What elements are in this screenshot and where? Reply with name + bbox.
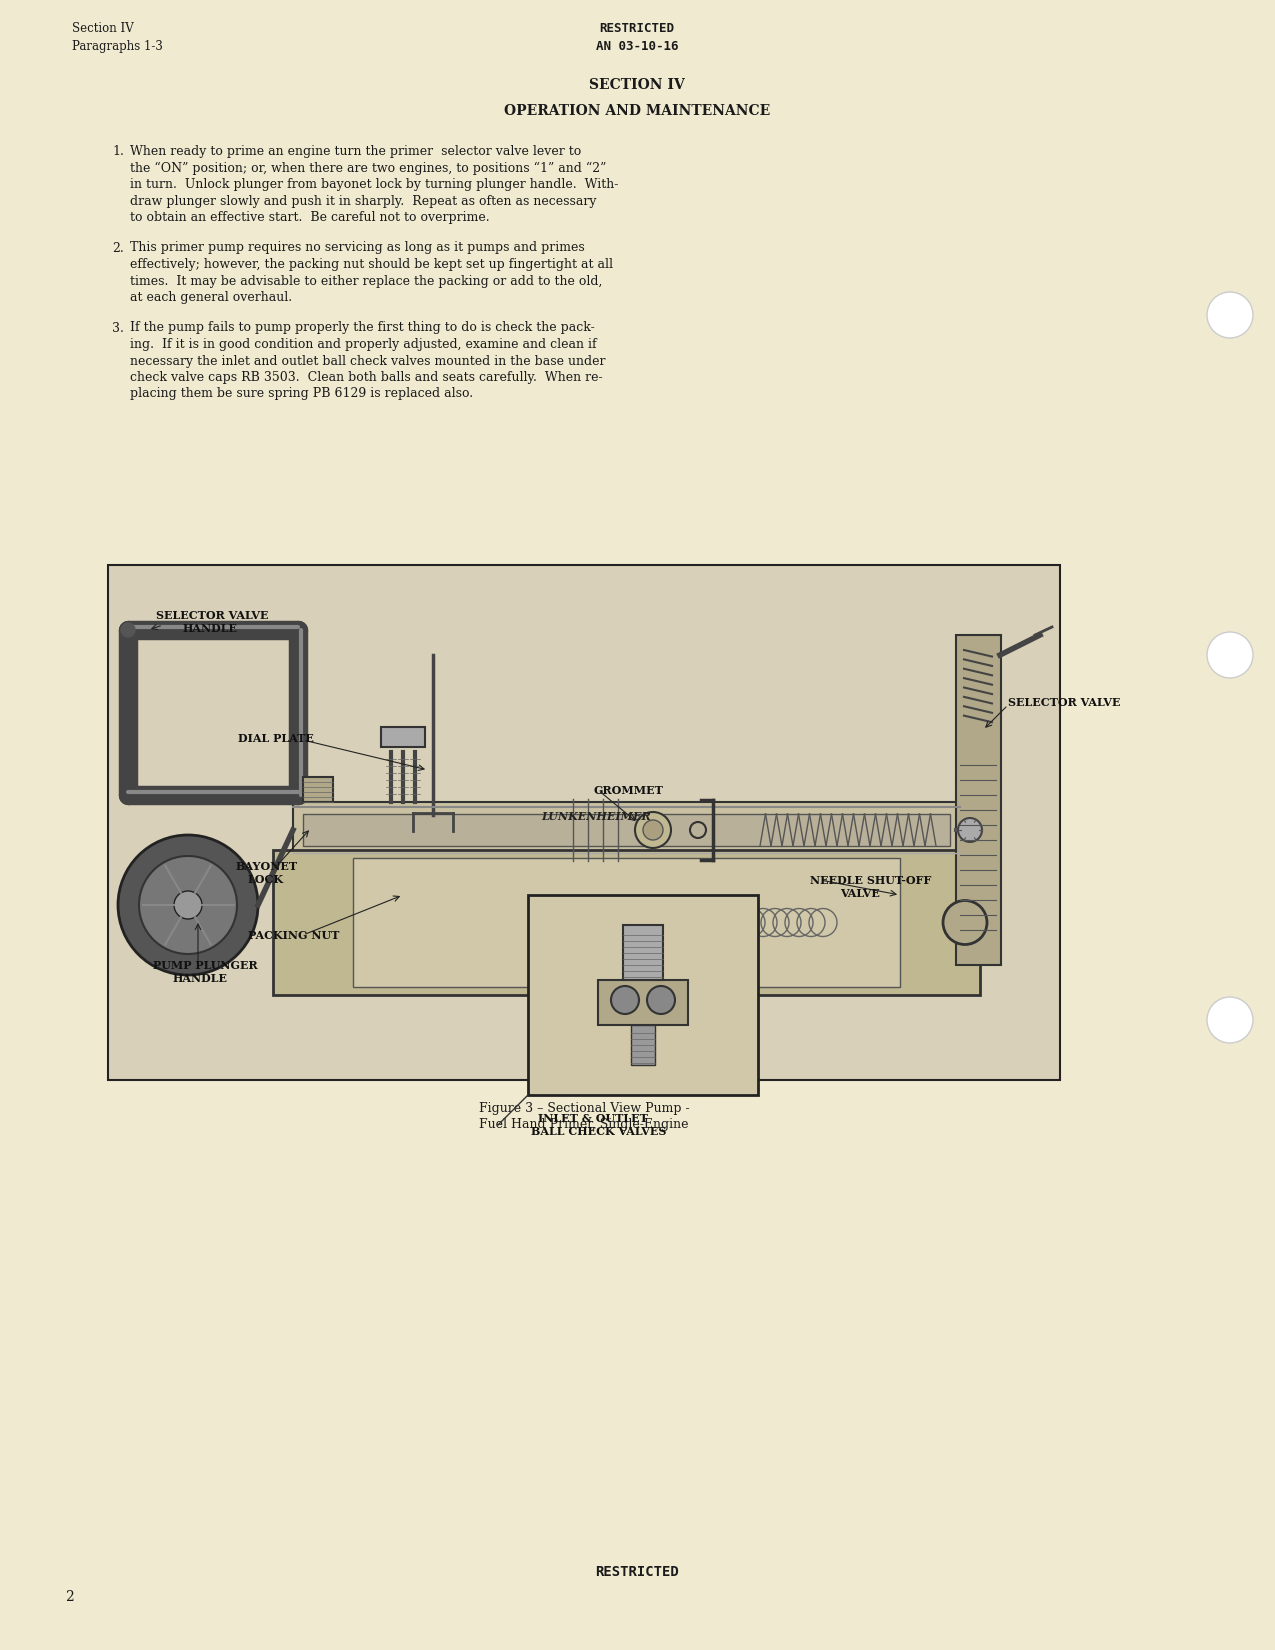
Text: LUNKENHEIMER: LUNKENHEIMER [542, 812, 652, 822]
Circle shape [958, 818, 982, 842]
Text: BALL CHECK VALVES: BALL CHECK VALVES [530, 1125, 667, 1137]
Circle shape [646, 987, 674, 1015]
Text: HANDLE: HANDLE [184, 624, 238, 634]
Circle shape [139, 856, 237, 954]
Text: NEEDLE SHUT-OFF: NEEDLE SHUT-OFF [810, 874, 931, 886]
Text: effectively; however, the packing nut should be kept set up fingertight at all: effectively; however, the packing nut sh… [130, 257, 613, 271]
Text: This primer pump requires no servicing as long as it pumps and primes: This primer pump requires no servicing a… [130, 241, 585, 254]
Text: OPERATION AND MAINTENANCE: OPERATION AND MAINTENANCE [504, 104, 770, 119]
Circle shape [1207, 292, 1253, 338]
Text: DIAL PLATE: DIAL PLATE [238, 733, 314, 744]
Text: PUMP PLUNGER: PUMP PLUNGER [153, 960, 258, 970]
Bar [273, 850, 980, 995]
Bar [303, 777, 333, 802]
Text: If the pump fails to pump properly the first thing to do is check the pack-: If the pump fails to pump properly the f… [130, 322, 594, 335]
Text: PACKING NUT: PACKING NUT [249, 931, 339, 940]
Text: SELECTOR VALVE: SELECTOR VALVE [1009, 696, 1121, 708]
Text: BAYONET: BAYONET [236, 861, 298, 871]
Text: When ready to prime an engine turn the primer  selector valve lever to: When ready to prime an engine turn the p… [130, 145, 581, 158]
Text: in turn.  Unlock plunger from bayonet lock by turning plunger handle.  With-: in turn. Unlock plunger from bayonet loc… [130, 178, 618, 191]
Text: at each general overhaul.: at each general overhaul. [130, 290, 292, 304]
Text: 2.: 2. [112, 241, 124, 254]
Bar [956, 635, 1001, 965]
Text: SELECTOR VALVE: SELECTOR VALVE [156, 610, 269, 620]
Text: VALVE: VALVE [840, 888, 880, 899]
Circle shape [1207, 997, 1253, 1043]
Bar [353, 858, 900, 987]
Circle shape [944, 901, 987, 944]
Text: 1.: 1. [112, 145, 124, 158]
Text: to obtain an effective start.  Be careful not to overprime.: to obtain an effective start. Be careful… [130, 211, 490, 224]
Text: LOCK: LOCK [249, 874, 284, 884]
Text: 2: 2 [65, 1591, 74, 1604]
Text: draw plunger slowly and push it in sharply.  Repeat as often as necessary: draw plunger slowly and push it in sharp… [130, 195, 597, 208]
Text: ing.  If it is in good condition and properly adjusted, examine and clean if: ing. If it is in good condition and prop… [130, 338, 597, 351]
Text: times.  It may be advisable to either replace the packing or add to the old,: times. It may be advisable to either rep… [130, 274, 602, 287]
Text: INLET & OUTLET: INLET & OUTLET [538, 1114, 648, 1124]
Circle shape [1207, 632, 1253, 678]
Circle shape [611, 987, 639, 1015]
Text: Section IV: Section IV [71, 21, 134, 35]
Text: Paragraphs 1-3: Paragraphs 1-3 [71, 40, 163, 53]
Text: Figure 3 – Sectional View Pump -: Figure 3 – Sectional View Pump - [478, 1102, 690, 1115]
Text: the “ON” position; or, when there are two engines, to positions “1” and “2”: the “ON” position; or, when there are tw… [130, 162, 607, 175]
Circle shape [121, 624, 135, 637]
Circle shape [173, 891, 201, 919]
Bar [303, 813, 950, 846]
Text: placing them be sure spring PB 6129 is replaced also.: placing them be sure spring PB 6129 is r… [130, 388, 473, 401]
Bar [381, 728, 425, 747]
Text: RESTRICTED: RESTRICTED [595, 1564, 678, 1579]
Text: check valve caps RB 3503.  Clean both balls and seats carefully.  When re-: check valve caps RB 3503. Clean both bal… [130, 371, 603, 384]
Text: HANDLE: HANDLE [173, 974, 228, 983]
Bar [598, 980, 688, 1025]
Circle shape [635, 812, 671, 848]
Text: SECTION IV: SECTION IV [589, 78, 685, 92]
Bar [108, 564, 1060, 1081]
Circle shape [643, 820, 663, 840]
Text: necessary the inlet and outlet ball check valves mounted in the base under: necessary the inlet and outlet ball chec… [130, 355, 606, 368]
Text: GROMMET: GROMMET [593, 785, 663, 795]
Bar [623, 926, 663, 980]
Text: Fuel Hand Primer, Single-Engine: Fuel Hand Primer, Single-Engine [479, 1119, 688, 1130]
Text: AN 03-10-16: AN 03-10-16 [595, 40, 678, 53]
Text: 3.: 3. [112, 322, 124, 335]
Text: RESTRICTED: RESTRICTED [599, 21, 674, 35]
Circle shape [119, 835, 258, 975]
Bar [293, 802, 960, 858]
Bar [631, 1025, 655, 1064]
Bar [528, 894, 759, 1096]
